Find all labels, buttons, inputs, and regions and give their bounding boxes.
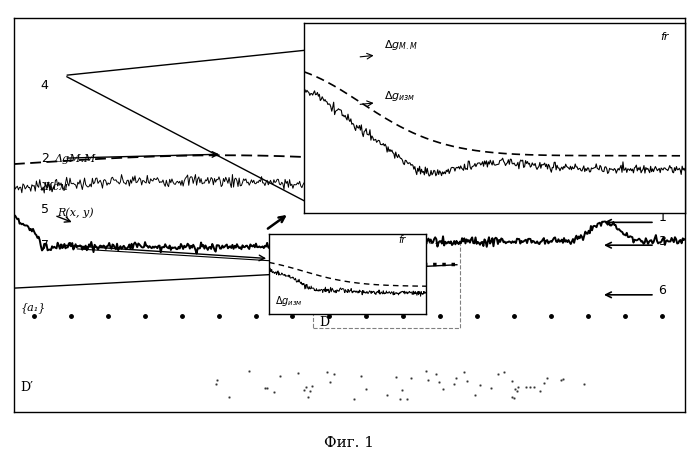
Text: fr: fr: [659, 29, 668, 39]
Text: 4: 4: [41, 79, 49, 92]
Text: 2: 2: [41, 152, 49, 165]
Text: {a₁}: {a₁}: [21, 303, 46, 313]
Text: 3: 3: [658, 235, 666, 248]
Text: 5: 5: [41, 203, 49, 216]
Text: D: D: [319, 316, 329, 329]
Text: Фиг. 1: Фиг. 1: [324, 436, 375, 450]
Text: ΔgМ.М: ΔgМ.М: [55, 154, 96, 164]
Text: $\Delta g_{\mathit{изм}}$: $\Delta g_{\mathit{изм}}$: [384, 89, 415, 103]
Text: 7: 7: [41, 239, 49, 252]
Text: $\Delta g_{\mathit{М.М}}$: $\Delta g_{\mathit{М.М}}$: [384, 38, 418, 52]
Text: fr: fr: [398, 235, 405, 245]
Text: D′: D′: [21, 381, 34, 393]
Text: 1: 1: [658, 211, 666, 224]
Text: Җсм: Җсм: [41, 182, 69, 191]
Text: fr: fr: [661, 32, 669, 42]
Text: {a₂}: {a₂}: [319, 252, 345, 263]
Text: 3: 3: [312, 187, 320, 201]
Bar: [312, 243, 460, 327]
Text: 6: 6: [658, 284, 666, 297]
Text: R(x, y): R(x, y): [57, 208, 94, 218]
Text: $\Delta g_{\mathit{изм}}$: $\Delta g_{\mathit{изм}}$: [275, 294, 303, 308]
